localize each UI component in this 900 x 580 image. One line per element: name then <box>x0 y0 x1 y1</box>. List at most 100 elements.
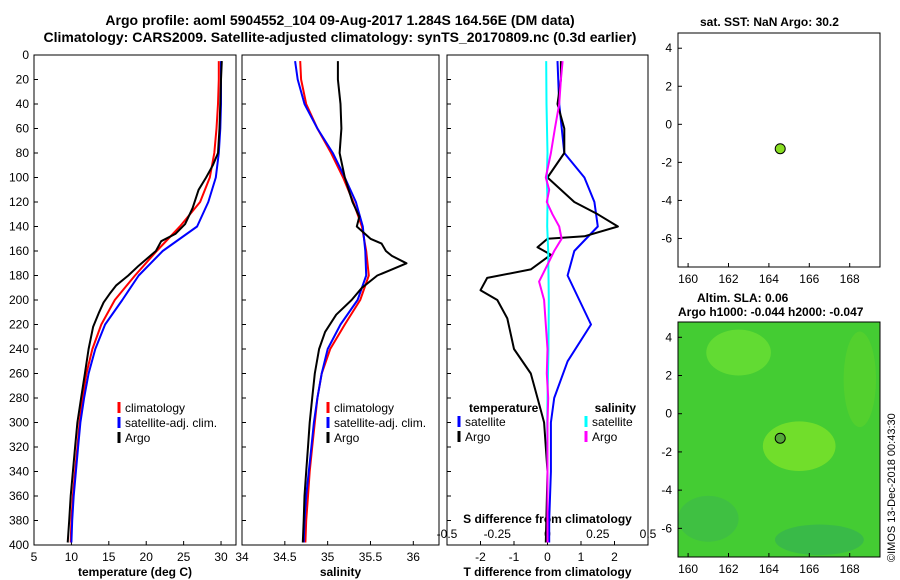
sla-map-ytick-label: 0 <box>665 407 672 421</box>
sla-map-sla-patch <box>762 421 836 472</box>
salinity-axis-label: salinity <box>320 565 362 579</box>
depth-tick-label: 40 <box>16 97 30 111</box>
sst-map-xtick-label: 168 <box>840 272 860 286</box>
depth-tick-label: 180 <box>9 269 29 283</box>
temp-xtick-label: 5 <box>31 550 38 564</box>
diff-xtick-label: 2 <box>611 550 618 564</box>
temp-series-satelliteadjclim <box>70 61 222 543</box>
sst-map-ytick-label: 4 <box>665 41 672 55</box>
depth-tick-label: 400 <box>9 538 29 552</box>
diff-series-sargo <box>538 61 564 543</box>
diff-s-tick-label: 0.5 <box>640 527 657 541</box>
depth-tick-label: 280 <box>9 391 29 405</box>
sal-legend-2-label: Argo <box>334 431 360 445</box>
sst-map-xtick-label: 162 <box>718 272 738 286</box>
sla-map-xtick-label: 168 <box>840 562 860 576</box>
sla-map-sla-patch <box>843 331 876 428</box>
sla-map-ytick-label: -6 <box>661 521 672 535</box>
sst-map-ytick-label: -6 <box>661 231 672 245</box>
temp-xtick-label: 20 <box>140 550 154 564</box>
sla-map-frame <box>677 321 881 558</box>
sal-xtick-label: 34 <box>235 550 249 564</box>
sla-map-xtick-label: 162 <box>718 562 738 576</box>
sla-map-ytick-label: 4 <box>665 330 672 344</box>
sst-map-frame <box>677 32 881 268</box>
sla-map-title-1: Altim. SLA: 0.06 <box>697 291 789 305</box>
diff-legend-salinity-title: salinity <box>595 401 637 415</box>
sla-map-xtick-label: 160 <box>678 562 698 576</box>
diff-xtick-label: -1 <box>509 550 520 564</box>
sla-map-argo-position-marker <box>774 432 786 444</box>
diff-legend-t-argo-label: Argo <box>465 430 491 444</box>
sst-map-ytick-label: -2 <box>661 155 672 169</box>
sla-map-ytick-label: 2 <box>665 368 672 382</box>
sal-xtick-label: 36 <box>407 550 421 564</box>
sst-map-ytick-label: 0 <box>665 117 672 131</box>
sla-map-ytick-label: -4 <box>661 483 672 497</box>
sst-map-xtick-label: 160 <box>678 272 698 286</box>
depth-tick-label: 380 <box>9 514 29 528</box>
diff-s-tick-label: -0.5 <box>437 527 458 541</box>
sla-map-xtick-label: 164 <box>759 562 779 576</box>
depth-tick-label: 140 <box>9 220 29 234</box>
temp-xtick-label: 25 <box>177 550 191 564</box>
diff-xtick-label: -2 <box>475 550 486 564</box>
sst-map-argo-position-marker <box>774 143 786 155</box>
temperature-axis-label: temperature (deg C) <box>78 565 192 579</box>
diff-legend-t-satellite-label: satellite <box>465 415 506 429</box>
diff-s-tick-label: -0.25 <box>484 527 512 541</box>
depth-tick-label: 320 <box>9 440 29 454</box>
temp-series-climatology <box>69 61 220 543</box>
temp-xtick-label: 10 <box>65 550 79 564</box>
temp-xtick-label: 15 <box>102 550 116 564</box>
figure-title-line2: Climatology: CARS2009. Satellite-adjuste… <box>43 29 637 45</box>
t-difference-axis-label: T difference from climatology <box>463 565 631 579</box>
diff-s-tick-label: 0.25 <box>586 527 610 541</box>
sst-map-title: sat. SST: NaN Argo: 30.2 <box>700 15 839 29</box>
sal-xtick-label: 35 <box>321 550 335 564</box>
sal-series-satelliteadjclim <box>294 60 368 543</box>
temp-xtick-label: 30 <box>214 550 228 564</box>
diff-series-targo <box>479 61 619 543</box>
diff-legend-s-satellite-label: satellite <box>592 415 633 429</box>
sal-legend-1-label: satellite-adj. clim. <box>334 416 426 430</box>
figure-title-line1: Argo profile: aoml 5904552_104 09-Aug-20… <box>105 12 575 28</box>
temperature-plot-frame <box>33 54 237 546</box>
depth-tick-label: 120 <box>9 195 29 209</box>
temp-series-argo <box>66 61 223 543</box>
depth-tick-label: 100 <box>9 171 29 185</box>
depth-tick-label: 360 <box>9 489 29 503</box>
sst-map-xtick-label: 164 <box>759 272 779 286</box>
temp-legend-1-label: satellite-adj. clim. <box>125 416 217 430</box>
depth-tick-label: 340 <box>9 465 29 479</box>
sal-series-climatology <box>299 61 370 543</box>
sla-map-sla-patch <box>706 329 771 376</box>
sst-map-ytick-label: 2 <box>665 79 672 93</box>
depth-tick-label: 20 <box>16 73 30 87</box>
depth-tick-label: 0 <box>22 48 29 62</box>
sla-map-title-2: Argo h1000: -0.044 h2000: -0.047 <box>678 305 864 319</box>
sal-series-argo <box>301 61 408 543</box>
diff-xtick-label: 0 <box>544 550 551 564</box>
depth-tick-label: 260 <box>9 367 29 381</box>
diff-legend-temperature-title: temperature <box>469 401 539 415</box>
sla-map-ytick-label: -2 <box>661 445 672 459</box>
diff-legend-s-argo-label: Argo <box>592 430 618 444</box>
depth-tick-label: 240 <box>9 342 29 356</box>
depth-tick-label: 220 <box>9 318 29 332</box>
diff-xtick-label: 1 <box>578 550 585 564</box>
depth-tick-label: 60 <box>16 122 30 136</box>
sal-xtick-label: 35.5 <box>359 550 383 564</box>
depth-tick-label: 200 <box>9 293 29 307</box>
sla-map-sla-patch <box>678 495 739 542</box>
temp-legend-2-label: Argo <box>125 431 151 445</box>
depth-tick-label: 300 <box>9 416 29 430</box>
depth-tick-label: 160 <box>9 244 29 258</box>
diff-series-tsatellite <box>548 61 599 543</box>
sla-map-sla-patch <box>774 524 864 556</box>
sla-map-xtick-label: 166 <box>799 562 819 576</box>
sal-xtick-label: 34.5 <box>273 550 297 564</box>
temp-legend-0-label: climatology <box>125 401 185 415</box>
sal-legend-0-label: climatology <box>334 401 394 415</box>
